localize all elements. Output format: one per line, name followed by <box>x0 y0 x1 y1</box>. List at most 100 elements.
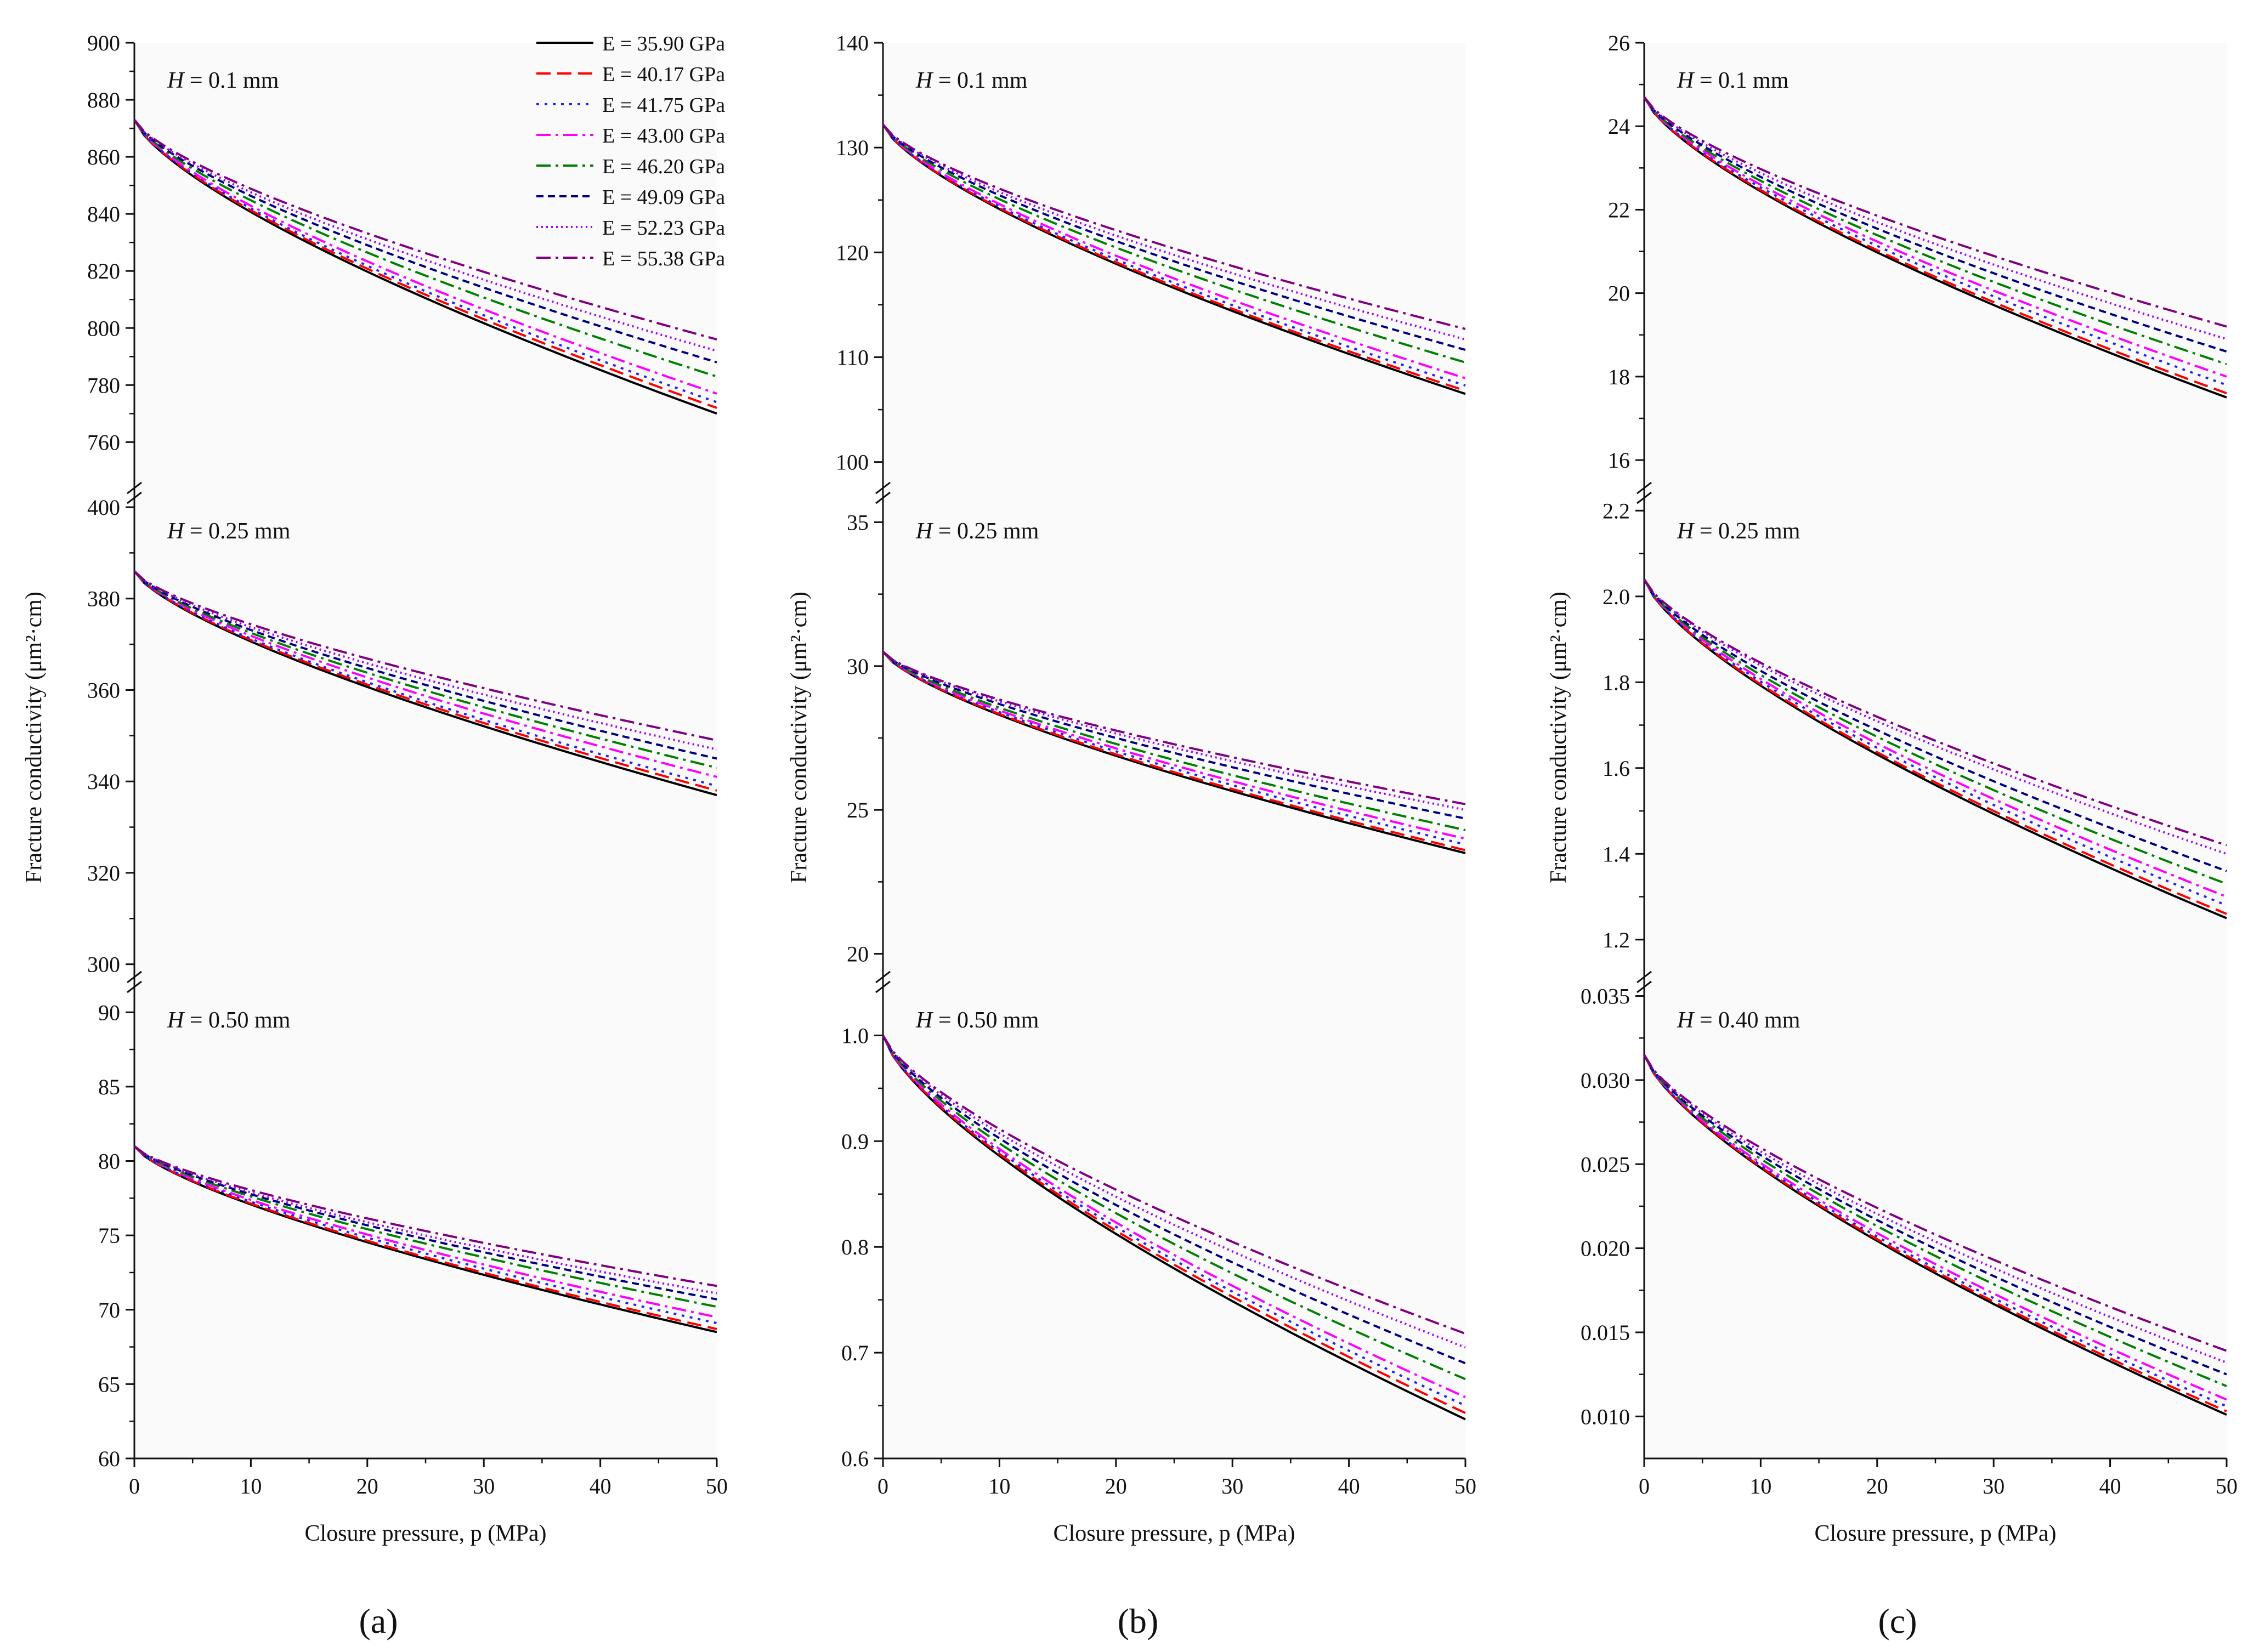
series-line <box>1643 96 2227 365</box>
y-tick-label: 140 <box>836 31 869 55</box>
x-tick-label: 0 <box>1639 1474 1650 1498</box>
axis-break-mark <box>875 491 891 504</box>
x-tick-label: 0 <box>877 1474 888 1498</box>
axis-break-mark <box>1637 980 1652 994</box>
y-axis-label: Fracture conductivity (μm²·cm) <box>786 592 812 883</box>
series-line <box>133 1145 717 1319</box>
chart-panel: 100 110 120 130 140 H = 0.1 mm <box>836 31 1466 493</box>
y-tick-label: 1.2 <box>1603 928 1630 952</box>
legend-label: E = 52.23 GPa <box>602 217 725 240</box>
series-line <box>133 1145 717 1308</box>
y-tick-label: 400 <box>87 495 120 520</box>
series-line <box>882 123 1466 364</box>
y-tick-label: 2.0 <box>1603 584 1630 609</box>
legend-label: E = 43.00 GPa <box>602 124 725 147</box>
y-axis-label: Fracture conductivity (μm²·cm) <box>21 592 47 883</box>
y-tick-label: 100 <box>836 450 869 475</box>
series-line <box>133 570 717 769</box>
y-tick-label: 0.9 <box>841 1129 869 1154</box>
series-line <box>1643 578 2227 915</box>
legend-label: E = 55.38 GPa <box>602 247 725 270</box>
series-line <box>133 570 717 792</box>
y-tick-label: 90 <box>98 1000 120 1025</box>
y-tick-label: 780 <box>87 373 120 398</box>
y-tick-label: 20 <box>1608 281 1630 306</box>
series-line <box>1643 578 2227 847</box>
axis-break-mark <box>875 980 891 994</box>
y-tick-label: 0.035 <box>1581 984 1630 1009</box>
y-tick-label: 0.6 <box>841 1446 869 1471</box>
series-line <box>1643 578 2227 907</box>
chart-panel: 1.2 1.4 1.6 1.8 2.0 2.2 H = 0.25 mm <box>1603 481 2227 983</box>
y-tick-label: 2.2 <box>1603 498 1630 523</box>
series-line <box>882 1035 1466 1381</box>
series-line <box>882 1035 1466 1407</box>
y-tick-label: 340 <box>87 769 120 794</box>
chart-panel: 760 780 800 820 840 860 880 900 H = 0.1 mm <box>87 31 717 493</box>
y-tick-label: 860 <box>87 145 120 169</box>
x-tick-label: 10 <box>240 1474 262 1498</box>
y-tick-label: 820 <box>87 259 120 283</box>
axis-break-mark <box>127 980 142 994</box>
series-line <box>133 119 717 364</box>
series-line <box>133 570 717 778</box>
y-tick-label: 900 <box>87 31 120 55</box>
series-line <box>133 119 717 409</box>
series-line <box>133 119 717 415</box>
series-line <box>882 1035 1466 1335</box>
chart-panel: 60 65 70 75 80 85 90 0 10 20 30 40 50 H = 0.50 mm <box>98 970 728 1498</box>
series-line <box>882 123 1466 340</box>
y-tick-label: 1.4 <box>1603 842 1630 866</box>
y-tick-label: 840 <box>87 202 120 226</box>
y-tick-label: 20 <box>847 942 869 967</box>
panel-annotation: H = 0.25 mm <box>1677 519 1800 544</box>
panel-annotation: H = 0.40 mm <box>1677 1008 1800 1033</box>
y-tick-label: 0.020 <box>1581 1236 1630 1261</box>
series-line <box>882 1035 1466 1365</box>
series-line <box>882 123 1466 330</box>
series-line <box>882 123 1466 379</box>
x-axis-label: Closure pressure, p (MPa) <box>305 1521 547 1546</box>
y-tick-label: 300 <box>87 952 120 977</box>
y-tick-label: 0.030 <box>1581 1068 1630 1093</box>
y-tick-label: 0.8 <box>841 1235 869 1259</box>
y-tick-label: 18 <box>1608 365 1630 389</box>
panel-annotation: H = 0.1 mm <box>1677 68 1789 93</box>
series-line <box>882 1035 1466 1414</box>
y-tick-label: 360 <box>87 678 120 702</box>
chart-panel: 20 25 30 35 H = 0.25 mm <box>847 481 1466 983</box>
series-line <box>133 1145 717 1301</box>
y-tick-label: 0.025 <box>1581 1152 1630 1177</box>
chart-panel: 300 320 340 360 380 400 H = 0.25 mm <box>87 481 717 983</box>
series-line <box>882 651 1466 831</box>
y-tick-label: 1.6 <box>1603 756 1630 781</box>
series-line <box>133 1145 717 1325</box>
series-line <box>1643 1054 2227 1352</box>
y-tick-label: 320 <box>87 861 120 885</box>
legend-label: E = 35.90 GPa <box>602 32 725 55</box>
x-tick-label: 30 <box>473 1474 495 1498</box>
y-tick-label: 0.7 <box>841 1341 869 1365</box>
y-tick-label: 85 <box>98 1075 120 1099</box>
y-tick-label: 16 <box>1608 448 1630 473</box>
y-tick-label: 760 <box>87 430 120 455</box>
y-tick-label: 130 <box>836 135 869 160</box>
panel-annotation: H = 0.50 mm <box>167 1008 291 1033</box>
axis-break-mark <box>1637 481 1652 495</box>
series-line <box>1643 96 2227 340</box>
legend-label: E = 40.17 GPa <box>602 63 725 86</box>
y-axis-label: Fracture conductivity (μm²·cm) <box>1546 592 1571 883</box>
y-tick-label: 25 <box>847 798 869 822</box>
axis-break-mark <box>127 491 142 504</box>
legend-label: E = 41.75 GPa <box>602 94 725 117</box>
x-tick-label: 50 <box>706 1474 728 1498</box>
series-line <box>133 119 717 341</box>
series-line <box>1643 96 2227 386</box>
y-tick-label: 380 <box>87 587 120 611</box>
x-tick-label: 50 <box>1454 1474 1476 1498</box>
axis-break-mark <box>1637 491 1652 504</box>
series-line <box>882 123 1466 351</box>
series-line <box>882 1035 1466 1349</box>
panel-annotation: H = 0.50 mm <box>915 1008 1039 1033</box>
